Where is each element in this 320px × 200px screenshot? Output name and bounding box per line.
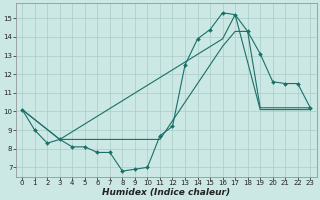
X-axis label: Humidex (Indice chaleur): Humidex (Indice chaleur) <box>102 188 230 197</box>
